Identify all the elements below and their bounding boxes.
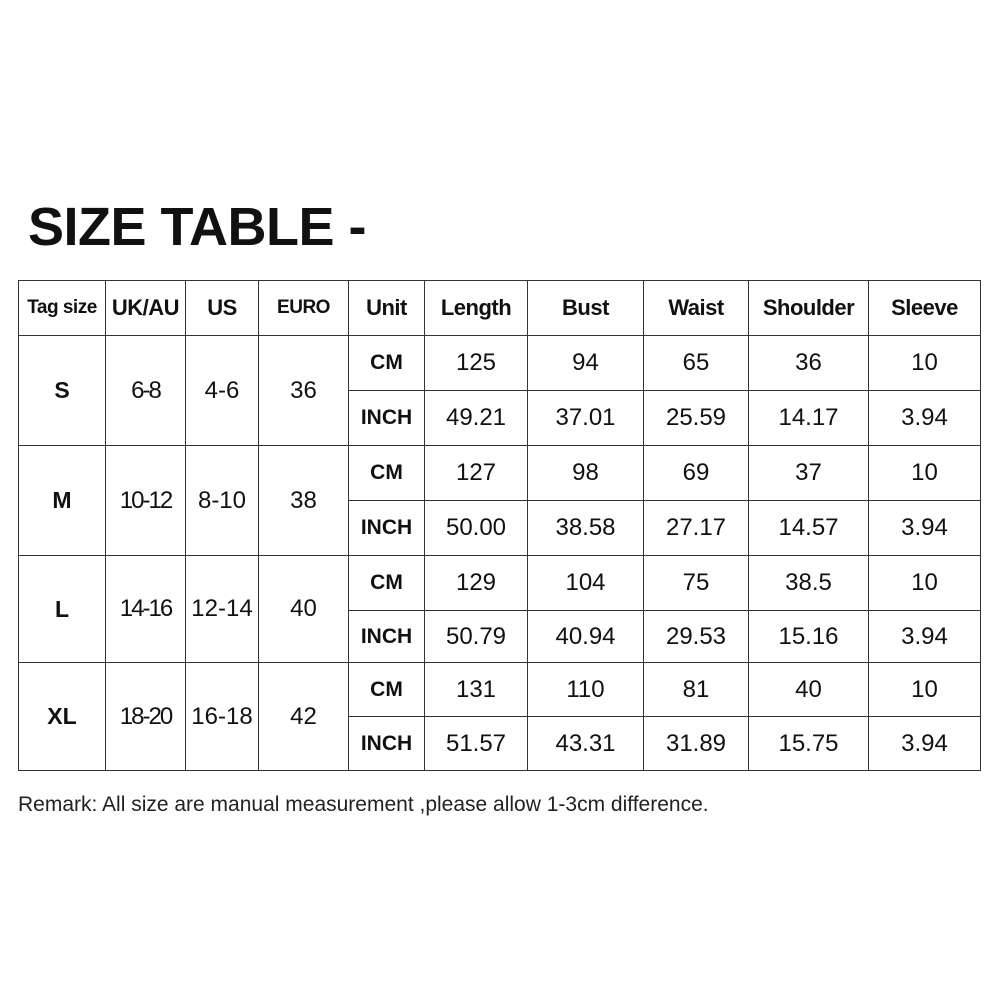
sleeve-cell: 3.94 [868, 716, 981, 771]
sleeve-cell: 10 [868, 662, 981, 717]
uk-au-cell: 14-16 [105, 555, 186, 663]
uk-au-cell: 18-20 [105, 662, 186, 771]
waist-cell: 29.53 [643, 610, 749, 663]
unit-cell: INCH [348, 716, 425, 771]
length-cell: 49.21 [424, 390, 528, 446]
length-cell: 125 [424, 335, 528, 391]
header-bust: Bust [527, 280, 644, 336]
tag-size-cell: S [18, 335, 106, 446]
uk-au-cell: 6-8 [105, 335, 186, 446]
sleeve-cell: 10 [868, 335, 981, 391]
shoulder-cell: 40 [748, 662, 869, 717]
waist-cell: 65 [643, 335, 749, 391]
table-row: INCH 51.57 43.31 31.89 15.75 3.94 [19, 716, 981, 771]
header-waist: Waist [643, 280, 749, 336]
table-row: S 6-8 4-6 36 CM 125 94 65 36 10 [18, 335, 981, 446]
shoulder-cell: 15.16 [748, 610, 869, 663]
header-us: US [185, 280, 259, 336]
header-sleeve: Sleeve [868, 280, 981, 336]
table-row: INCH 50.00 38.58 27.17 14.57 3.94 [19, 500, 981, 556]
shoulder-cell: 38.5 [748, 555, 869, 611]
waist-cell: 25.59 [643, 390, 749, 446]
length-cell: 51.57 [424, 716, 528, 771]
us-cell: 16-18 [185, 662, 259, 771]
bust-cell: 38.58 [527, 500, 644, 556]
euro-cell: 42 [258, 662, 349, 771]
waist-cell: 31.89 [643, 716, 749, 771]
unit-cell: CM [348, 445, 425, 501]
shoulder-cell: 14.17 [748, 390, 869, 446]
sleeve-cell: 3.94 [868, 500, 981, 556]
tag-size-cell: L [18, 555, 106, 663]
length-cell: 129 [424, 555, 528, 611]
bust-cell: 110 [527, 662, 644, 717]
euro-cell: 38 [258, 445, 349, 556]
header-tag-size: Tag size [18, 280, 106, 336]
shoulder-cell: 15.75 [748, 716, 869, 771]
unit-cell: CM [348, 555, 425, 611]
unit-cell: INCH [348, 610, 425, 663]
shoulder-cell: 37 [748, 445, 869, 501]
table-row: INCH 49.21 37.01 25.59 14.17 3.94 [19, 390, 981, 446]
bust-cell: 37.01 [527, 390, 644, 446]
sleeve-cell: 10 [868, 555, 981, 611]
size-table: Tag size UK/AU US EURO Unit Length Bust Waist Sh… [18, 280, 981, 771]
sleeve-cell: 3.94 [868, 390, 981, 446]
uk-au-cell: 10-12 [105, 445, 186, 556]
waist-cell: 81 [643, 662, 749, 717]
us-cell: 4-6 [185, 335, 259, 446]
us-cell: 8-10 [185, 445, 259, 556]
tag-size-cell: M [18, 445, 106, 556]
bust-cell: 43.31 [527, 716, 644, 771]
table-row: XL 18-20 16-18 42 CM 131 110 81 40 10 [18, 662, 981, 771]
sleeve-cell: 3.94 [868, 610, 981, 663]
bust-cell: 104 [527, 555, 644, 611]
waist-cell: 27.17 [643, 500, 749, 556]
header-row: Tag size UK/AU US EURO Unit Length Bust Waist Sh… [18, 280, 981, 336]
shoulder-cell: 14.57 [748, 500, 869, 556]
header-shoulder: Shoulder [748, 280, 869, 336]
table-row: L 14-16 12-14 40 CM 129 104 75 38.5 10 [18, 555, 981, 663]
us-cell: 12-14 [185, 555, 259, 663]
table-body: S 6-8 4-6 36 CM 125 94 65 36 10 INCH 49.21 37.01 25.5… [18, 335, 981, 771]
tag-size-cell: XL [18, 662, 106, 771]
unit-cell: CM [348, 662, 425, 717]
length-cell: 50.79 [424, 610, 528, 663]
waist-cell: 75 [643, 555, 749, 611]
unit-cell: INCH [348, 390, 425, 446]
euro-cell: 36 [258, 335, 349, 446]
unit-cell: CM [348, 335, 425, 391]
header-length: Length [424, 280, 528, 336]
table-row: INCH 50.79 40.94 29.53 15.16 3.94 [19, 610, 981, 663]
header-euro: EURO [258, 280, 349, 336]
sleeve-cell: 10 [868, 445, 981, 501]
length-cell: 50.00 [424, 500, 528, 556]
length-cell: 131 [424, 662, 528, 717]
bust-cell: 94 [527, 335, 644, 391]
length-cell: 127 [424, 445, 528, 501]
bust-cell: 98 [527, 445, 644, 501]
remark-text: Remark: All size are manual measurement … [18, 793, 709, 816]
shoulder-cell: 36 [748, 335, 869, 391]
table-row: M 10-12 8-10 38 CM 127 98 69 37 10 [18, 445, 981, 556]
waist-cell: 69 [643, 445, 749, 501]
bust-cell: 40.94 [527, 610, 644, 663]
header-unit: Unit [348, 280, 425, 336]
euro-cell: 40 [258, 555, 349, 663]
unit-cell: INCH [348, 500, 425, 556]
page-title: SIZE TABLE - [28, 197, 367, 257]
header-uk-au: UK/AU [105, 280, 186, 336]
